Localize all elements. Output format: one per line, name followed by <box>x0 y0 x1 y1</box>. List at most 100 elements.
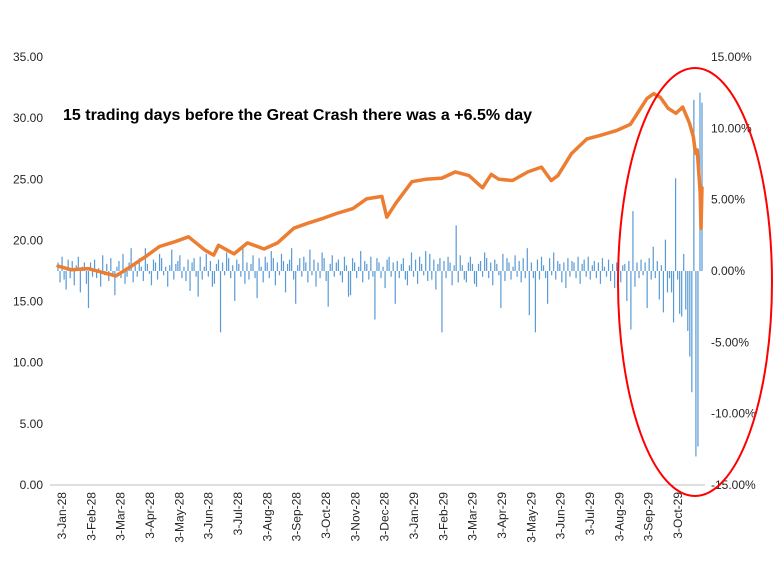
daily-change-bar <box>660 265 662 271</box>
daily-change-bar <box>427 271 429 281</box>
daily-change-bar <box>293 271 295 280</box>
daily-change-bar <box>91 271 94 277</box>
price-line-series <box>56 91 704 278</box>
daily-change-bar <box>333 271 335 277</box>
daily-change-bar <box>457 271 459 283</box>
daily-change-bar <box>597 262 599 271</box>
daily-change-bar <box>295 271 297 304</box>
daily-change-bar <box>165 266 167 271</box>
daily-change-bar <box>183 266 185 271</box>
x-tick-label: 3-Oct-28 <box>319 492 333 539</box>
daily-change-bar <box>163 271 165 276</box>
daily-change-bar <box>364 261 366 271</box>
daily-change-bar <box>542 265 545 271</box>
daily-change-bar <box>134 265 136 271</box>
daily-change-bar <box>252 255 254 271</box>
daily-change-bar <box>689 271 691 357</box>
daily-change-bar <box>116 266 118 271</box>
daily-change-bar <box>522 258 524 271</box>
daily-change-bar <box>384 271 386 289</box>
daily-change-bar <box>199 256 201 271</box>
daily-change-bar <box>451 271 453 286</box>
daily-change-bar <box>581 263 583 271</box>
daily-change-bar <box>544 271 547 279</box>
daily-change-bar <box>638 271 640 279</box>
daily-change-bar <box>632 211 634 271</box>
daily-change-bar <box>601 258 604 271</box>
daily-change-bar <box>679 271 681 314</box>
daily-change-bar <box>414 259 417 271</box>
x-tick-label: 3-Jul-29 <box>583 492 597 536</box>
daily-change-bar <box>569 271 571 277</box>
daily-change-bar <box>126 271 128 277</box>
x-tick-label: 3-Jan-28 <box>55 492 69 540</box>
daily-change-bar <box>71 261 73 271</box>
daily-change-bar <box>372 271 374 277</box>
daily-change-bar <box>492 271 494 286</box>
daily-change-bar <box>419 256 421 271</box>
daily-change-bar <box>658 271 660 300</box>
daily-change-bar <box>219 271 222 333</box>
daily-change-bar <box>223 271 226 276</box>
daily-change-bar <box>691 271 693 393</box>
daily-change-bar <box>260 266 262 271</box>
daily-change-bar <box>268 271 270 279</box>
right-y-tick-label: 0.00% <box>711 264 745 278</box>
daily-change-bar <box>221 262 224 271</box>
daily-change-bar <box>693 99 695 271</box>
daily-change-bar <box>534 271 537 333</box>
daily-change-bar <box>83 262 86 271</box>
daily-change-bar <box>179 255 181 271</box>
daily-change-bar <box>307 271 309 283</box>
daily-change-bar <box>681 271 683 317</box>
daily-change-bar <box>380 271 382 279</box>
daily-change-bar <box>130 248 132 271</box>
crash-highlight-ellipse <box>617 67 773 497</box>
daily-change-bar <box>124 271 126 284</box>
x-axis: 3-Jan-28 3-Feb-28 3-Mar-28 3-Apr-28 3-May-28… <box>55 492 685 543</box>
daily-change-bar <box>607 259 610 271</box>
daily-change-bar <box>362 271 364 283</box>
daily-change-bar <box>683 253 685 271</box>
daily-change-bar <box>209 261 211 271</box>
daily-change-bar <box>98 268 100 271</box>
daily-change-bar <box>398 271 400 279</box>
daily-change-bar <box>668 271 671 279</box>
daily-change-bar <box>226 252 228 271</box>
daily-change-bar <box>408 265 411 271</box>
daily-change-bar <box>506 258 508 271</box>
daily-change-bar <box>494 259 496 271</box>
x-tick-label: 3-Aug-29 <box>612 492 626 542</box>
daily-change-bar <box>514 255 516 271</box>
daily-change-bar <box>193 258 195 271</box>
daily-change-bar <box>664 239 667 271</box>
daily-change-bar <box>486 258 488 271</box>
daily-change-bar <box>339 271 341 276</box>
daily-change-bar <box>347 271 350 297</box>
daily-change-bar <box>106 263 108 271</box>
daily-change-bar <box>577 256 579 271</box>
daily-change-bar <box>61 256 63 271</box>
x-tick-label: 3-Jul-28 <box>231 492 245 536</box>
daily-change-bar <box>177 261 179 271</box>
daily-change-bar <box>378 262 380 271</box>
daily-change-bar <box>278 271 281 276</box>
daily-change-bar <box>376 258 378 271</box>
daily-change-bar <box>481 271 484 277</box>
x-tick-label: 3-Jun-29 <box>554 492 568 540</box>
daily-change-bar-series <box>57 92 703 457</box>
daily-change-bar <box>351 258 354 271</box>
daily-change-bar <box>246 262 248 271</box>
daily-change-bar <box>479 261 482 271</box>
daily-change-bar <box>95 271 98 279</box>
daily-change-bar <box>69 271 71 279</box>
daily-change-bar <box>404 271 406 280</box>
daily-change-bar <box>280 253 283 271</box>
daily-change-bar <box>394 271 396 304</box>
daily-change-bar <box>276 262 279 271</box>
daily-change-bar <box>73 271 75 286</box>
daily-change-bar <box>644 262 646 271</box>
daily-change-bar <box>406 271 409 286</box>
x-tick-label: 3-Oct-29 <box>671 492 685 539</box>
daily-change-bar <box>272 258 274 271</box>
